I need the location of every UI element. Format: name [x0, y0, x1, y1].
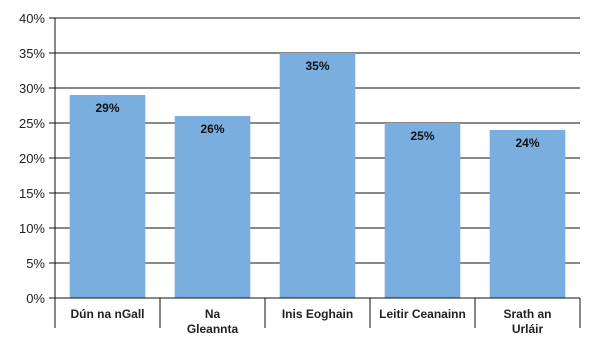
y-tick-label: 40% — [19, 11, 45, 26]
bar-data-label: 35% — [305, 59, 329, 73]
bar — [279, 53, 356, 298]
bar — [69, 95, 146, 298]
x-category-label: Leitir Ceanainn — [379, 307, 466, 321]
x-category-label: Gleannta — [187, 322, 239, 336]
bar-data-label: 29% — [95, 101, 119, 115]
bar — [174, 116, 251, 298]
y-tick-label: 30% — [19, 81, 45, 96]
bars: 29% 26% 35% 25% 24% — [69, 53, 566, 298]
x-category-label: Urláir — [512, 322, 544, 336]
bar-data-label: 24% — [515, 136, 539, 150]
y-tick-label: 10% — [19, 221, 45, 236]
y-tick-label: 35% — [19, 46, 45, 61]
bar-data-label: 25% — [410, 129, 434, 143]
x-category-label: Na — [205, 307, 221, 321]
x-category-label: Inis Eoghain — [282, 307, 353, 321]
y-tick-label: 0% — [26, 291, 45, 306]
y-tick-label: 25% — [19, 116, 45, 131]
x-category-label: Dún na nGall — [70, 307, 144, 321]
bar — [384, 123, 461, 298]
x-category-label: Srath an — [503, 307, 551, 321]
y-tick-label: 15% — [19, 186, 45, 201]
y-axis-tick-labels: 0% 5% 10% 15% 20% 25% 30% 35% 40% — [19, 11, 45, 306]
y-tick-label: 20% — [19, 151, 45, 166]
y-tick-label: 5% — [26, 256, 45, 271]
bar — [489, 130, 566, 298]
bar-data-label: 26% — [200, 122, 224, 136]
